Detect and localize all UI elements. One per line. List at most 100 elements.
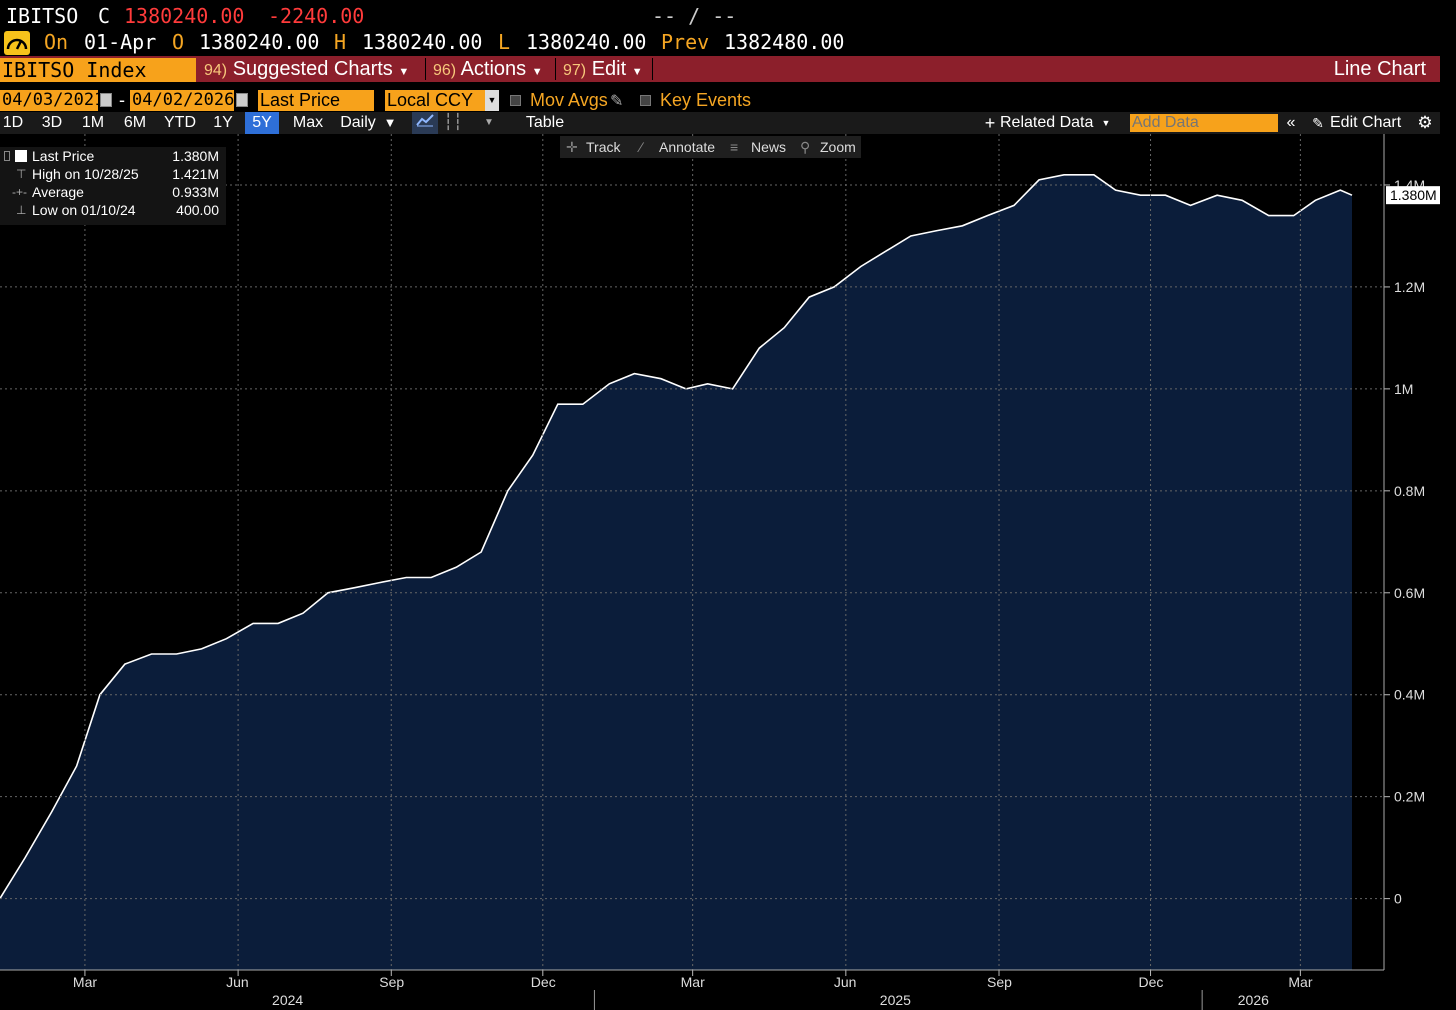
pencil-icon: ✎ [1312,115,1324,131]
high-label: H [334,30,347,54]
x-tick-label: Mar [73,974,97,990]
chevron-down-icon: ▼ [398,66,410,78]
chevron-down-icon: ▼ [531,66,543,78]
function-menu-bar: 94) Suggested Charts ▼ 96) Actions ▼ 97)… [0,56,1440,82]
change-value: -2240.00 [268,4,365,28]
annotate-icon: ∕ [640,139,643,155]
calendar-icon[interactable] [100,93,112,107]
currency-selector[interactable]: Local CCY [385,90,485,111]
range-1y-button[interactable]: 1Y [213,114,233,131]
average-marker-icon: -+- [12,185,27,199]
pencil-icon[interactable]: ✎ [610,93,624,110]
range-1m-button[interactable]: 1M [81,114,105,131]
legend-low: ⊥ Low on 01/10/24 400.00 [16,202,219,218]
ticker-symbol: IBITSO [6,4,79,28]
news-icon: ≡ [730,139,739,155]
chart-type-label: Line Chart [1333,58,1426,80]
edit-chart-button[interactable]: Edit Chart [1330,114,1402,131]
chevron-down-icon[interactable]: ▼ [485,90,499,111]
mov-avgs-checkbox[interactable] [510,95,521,106]
chevron-down-icon: ▼ [631,66,643,78]
on-label: On [44,30,69,54]
range-ytd-button[interactable]: YTD [164,114,196,131]
start-date-field[interactable]: 04/03/2021 [0,90,105,111]
collapse-icon[interactable]: « [1286,114,1296,131]
year-label: 2024 [272,992,303,1008]
related-data-button[interactable]: Related Data [1000,114,1094,131]
ohlc-line: On 01-Apr O 1380240.00 H 1380240.00 L 13… [0,30,1456,56]
price-area [0,174,1352,971]
zoom-button[interactable]: Zoom [820,139,856,155]
table-button[interactable]: Table [525,114,565,131]
x-tick-label: Jun [834,974,857,990]
year-label: 2025 [880,992,911,1008]
frequency-selector[interactable]: Daily [340,114,376,131]
range-toolbar: 1D 3D 1M 6M YTD 1Y 5Y Max Daily ▼ ┆┆ ▼ T… [0,112,1440,134]
quote-line: IBITSO C 1380240.00 -2240.00 -- / -- [0,4,1456,30]
y-tick-label: 1.2M [1394,279,1425,295]
key-events-checkbox[interactable] [640,95,651,106]
low-value: 1380240.00 [526,30,647,54]
range-1d-button[interactable]: 1D [2,114,24,131]
news-button[interactable]: News [751,139,787,155]
open-label: O [172,30,185,54]
year-label: 2026 [1238,992,1269,1008]
high-value: 1380240.00 [362,30,483,54]
legend-swatch [15,150,27,162]
actions-menu[interactable]: 96) Actions ▼ [433,58,543,80]
y-tick-label: 0 [1394,891,1402,907]
range-5y-button[interactable]: 5Y [245,112,279,134]
x-tick-label: Dec [1139,974,1164,990]
security-field[interactable]: IBITSO Index [0,58,196,82]
calendar-icon[interactable] [236,93,248,107]
y-tick-label: 0.4M [1394,687,1425,703]
x-tick-label: Dec [531,974,556,990]
chart-sub-toolbar: ✛ Track ∕ Annotate ≡ News ⚲ Zoom [560,136,861,158]
chevron-down-icon: ▼ [1101,118,1111,128]
speedometer-icon[interactable] [4,31,30,55]
y-tick-label: 1M [1394,381,1413,397]
edit-menu[interactable]: 97) Edit ▼ [563,58,643,80]
suggested-charts-menu[interactable]: 94) Suggested Charts ▼ [204,58,410,80]
legend-high: ⊤ High on 10/28/25 1.421M [16,166,219,182]
x-tick-label: Jun [226,974,249,990]
open-value: 1380240.00 [199,30,320,54]
field-selector[interactable]: Last Price [258,90,374,111]
x-tick-label: Sep [379,974,404,990]
chevron-down-icon[interactable]: ▼ [383,115,397,130]
legend-average: -+- Average 0.933M [12,184,219,200]
chevron-down-icon[interactable]: ▼ [484,117,494,128]
add-data-input[interactable] [1130,114,1278,132]
close-value: 1380240.00 [124,4,245,28]
bid-ask-text: -- / -- [652,4,737,28]
annotate-button[interactable]: Annotate [659,139,716,155]
legend-last-price[interactable]: Last Price 1.380M [0,147,226,165]
plus-icon: + [984,113,996,133]
track-button[interactable]: Track [586,139,621,155]
y-tick-label: 0.8M [1394,483,1425,499]
x-tick-label: Mar [1288,974,1312,990]
magnifier-icon: ⚲ [800,139,811,155]
on-date: 01-Apr [84,30,157,54]
y-tick-label: 0.6M [1394,585,1425,601]
end-date-field[interactable]: 04/02/2026 [130,90,235,111]
range-3d-button[interactable]: 3D [41,114,63,131]
key-events-label: Key Events [660,90,752,110]
date-range-dash: - [119,90,125,110]
range-max-button[interactable]: Max [292,114,324,131]
last-value-label: 1.380M [1390,187,1437,203]
line-chart-icon[interactable] [412,112,438,134]
x-tick-label: Mar [681,974,705,990]
prev-label: Prev [661,30,710,54]
x-tick-label: Sep [987,974,1012,990]
y-tick-label: 0.2M [1394,789,1425,805]
range-6m-button[interactable]: 6M [123,114,147,131]
gear-icon[interactable]: ⚙ [1417,113,1433,132]
bar-chart-icon[interactable]: ┆┆ [443,114,463,131]
prev-value: 1382480.00 [724,30,845,54]
crosshair-icon: ✛ [566,139,578,155]
mov-avgs-label: Mov Avgs [530,90,608,110]
low-marker-icon: ⊥ [16,203,27,217]
chart-legend: Last Price 1.380M ⊤ High on 10/28/25 1.4… [0,147,226,225]
